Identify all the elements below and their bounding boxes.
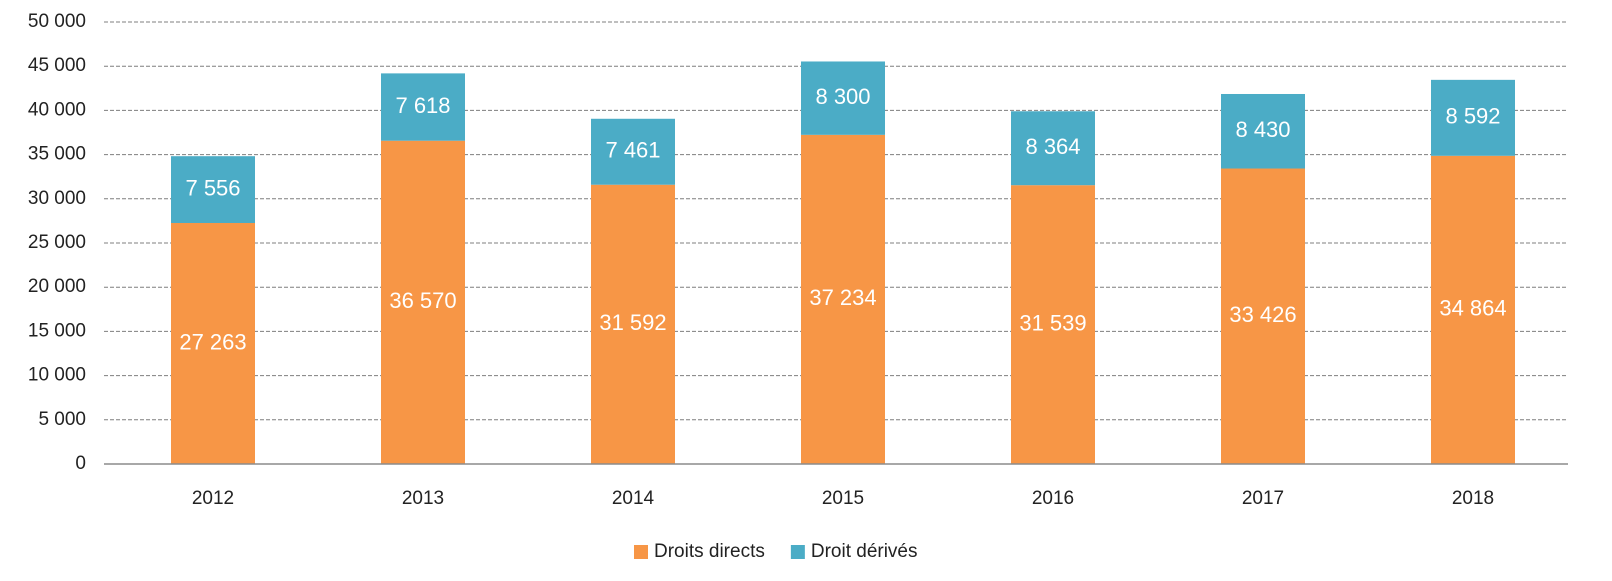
x-tick-label: 2013 — [402, 488, 444, 509]
bar-segment — [171, 156, 255, 223]
data-label: 27 263 — [179, 329, 246, 354]
data-label: 8 364 — [1025, 134, 1080, 159]
x-tick-label: 2012 — [192, 488, 234, 509]
data-label: 36 570 — [389, 288, 456, 313]
bar-segment — [1431, 155, 1515, 464]
y-tick-label: 20 000 — [28, 276, 86, 297]
data-label: 37 234 — [809, 285, 876, 310]
x-tick-label: 2014 — [612, 488, 655, 509]
bar-segment — [1221, 168, 1305, 464]
y-tick-label: 30 000 — [28, 188, 86, 209]
legend-label: Droits directs — [654, 541, 765, 562]
bar-segment — [1011, 111, 1095, 186]
legend-swatch — [790, 545, 805, 559]
data-label: 31 539 — [1019, 310, 1086, 335]
y-tick-label: 15 000 — [28, 320, 86, 341]
x-tick-label: 2016 — [1032, 488, 1074, 509]
data-label: 7 461 — [605, 138, 660, 163]
data-label: 8 592 — [1445, 104, 1500, 129]
legend-swatch — [634, 545, 648, 559]
legend-label: Droit dérivés — [811, 541, 918, 562]
bar-segment — [1011, 185, 1095, 464]
y-tick-label: 50 000 — [28, 11, 86, 32]
y-tick-label: 25 000 — [28, 232, 86, 253]
y-tick-label: 35 000 — [28, 144, 86, 165]
bar-segment — [801, 134, 885, 464]
x-tick-label: 2015 — [822, 488, 864, 509]
data-label: 31 592 — [599, 310, 666, 335]
bar-segment — [801, 61, 885, 135]
bar-segment — [591, 184, 675, 464]
x-tick-label: 2018 — [1452, 488, 1494, 509]
y-tick-label: 45 000 — [28, 55, 86, 76]
y-tick-label: 10 000 — [28, 365, 86, 386]
bar-segment — [381, 73, 465, 141]
data-label: 7 618 — [395, 93, 450, 118]
data-label: 8 300 — [815, 84, 870, 109]
bar-segment — [1431, 79, 1515, 156]
bar-segment — [591, 118, 675, 185]
y-tick-label: 40 000 — [28, 99, 86, 120]
y-tick-label: 5 000 — [38, 409, 86, 430]
data-label: 8 430 — [1235, 117, 1290, 142]
bar-segment — [171, 222, 255, 464]
bar-segment — [381, 140, 465, 465]
y-tick-label: 0 — [75, 453, 86, 474]
data-label: 33 426 — [1229, 302, 1296, 327]
data-label: 7 556 — [185, 175, 240, 200]
bar-segment — [1221, 93, 1305, 169]
data-label: 34 864 — [1439, 296, 1506, 321]
x-tick-label: 2017 — [1242, 488, 1284, 509]
